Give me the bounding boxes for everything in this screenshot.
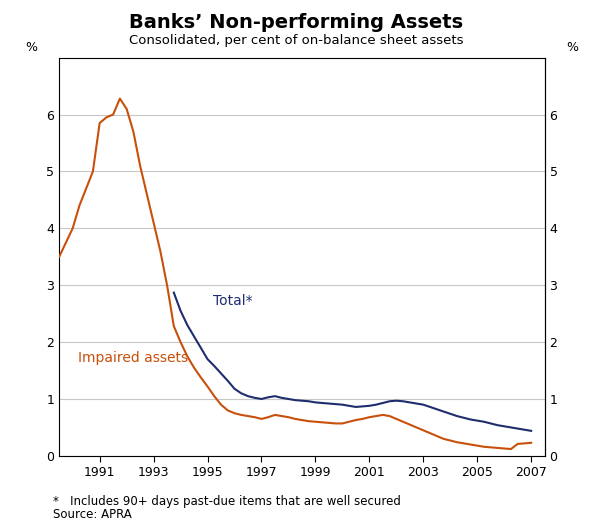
Text: Source: APRA: Source: APRA <box>53 508 132 521</box>
Text: %: % <box>25 41 37 53</box>
Text: *   Includes 90+ days past-due items that are well secured: * Includes 90+ days past-due items that … <box>53 495 401 508</box>
Text: %: % <box>567 41 578 53</box>
Text: Impaired assets: Impaired assets <box>78 351 188 365</box>
Text: Banks’ Non-performing Assets: Banks’ Non-performing Assets <box>129 13 463 32</box>
Text: Consolidated, per cent of on-balance sheet assets: Consolidated, per cent of on-balance she… <box>128 34 464 47</box>
Text: Total*: Total* <box>213 294 253 308</box>
